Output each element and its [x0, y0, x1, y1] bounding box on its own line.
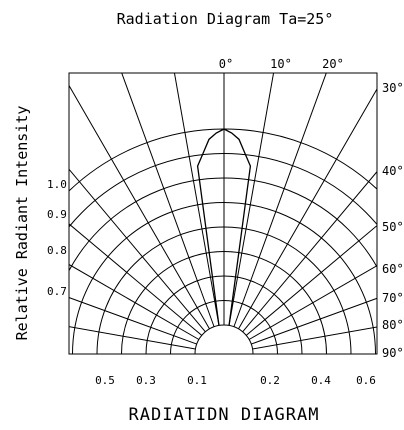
angle-label-top-2: 20° — [322, 57, 344, 71]
grid-circle-8 — [69, 128, 377, 192]
angle-label-right-0: 30° — [382, 81, 404, 95]
polar-grid — [69, 73, 377, 354]
radial-line-l80 — [69, 326, 196, 350]
chart-caption: RADIATIDN DIAGRAM — [129, 405, 320, 425]
bottom-label-0: 0.5 — [95, 374, 115, 387]
radial-line-r50 — [245, 224, 377, 336]
angle-label-top-1: 10° — [270, 57, 292, 71]
plot-border — [68, 72, 378, 355]
radial-line-l20 — [121, 73, 215, 327]
bottom-label-3: 0.2 — [260, 374, 280, 387]
radial-label-left-0: 1.0 — [47, 178, 67, 191]
radial-line-l30 — [69, 84, 210, 330]
radial-line-r20 — [233, 73, 327, 327]
radial-line-r80 — [252, 326, 377, 350]
angle-label-right-5: 80° — [382, 318, 404, 332]
radial-line-r30 — [238, 87, 377, 330]
radial-line-r40 — [242, 170, 377, 333]
angle-label-right-1: 40° — [382, 164, 404, 178]
grid-circle-0 — [194, 324, 254, 354]
plot-area: 0° 10° 20° 30° 40° 50° 60° 70° 80° 90° 1.0 0.9 0.8 0.… — [47, 57, 404, 387]
bottom-label-2: 0.1 — [187, 374, 207, 387]
radial-line-l40 — [69, 168, 206, 333]
radial-line-r70 — [251, 297, 377, 345]
radial-label-left-1: 0.9 — [47, 208, 67, 221]
radiation-pattern-curve — [196, 128, 252, 326]
angle-label-top-0: 0° — [219, 57, 233, 71]
bottom-label-4: 0.4 — [311, 374, 331, 387]
radial-line-r10 — [228, 73, 275, 326]
radial-line-r60 — [248, 265, 377, 340]
radial-label-left-2: 0.8 — [47, 244, 67, 257]
radial-line-l10 — [173, 73, 220, 326]
radial-label-left-3: 0.7 — [47, 285, 67, 298]
bottom-label-1: 0.3 — [136, 374, 156, 387]
radial-line-l70 — [69, 297, 197, 345]
angle-label-right-6: 90° — [382, 346, 404, 360]
bottom-label-5: 0.6 — [356, 374, 376, 387]
radial-line-l50 — [69, 223, 203, 336]
angle-label-right-3: 60° — [382, 262, 404, 276]
angle-label-right-2: 50° — [382, 220, 404, 234]
chart-title: Radiation Diagram Ta=25° — [117, 10, 334, 28]
y-axis-label: Relative Radiant Intensity — [13, 106, 31, 341]
radial-line-l60 — [69, 263, 200, 340]
angle-label-right-4: 70° — [382, 291, 404, 305]
